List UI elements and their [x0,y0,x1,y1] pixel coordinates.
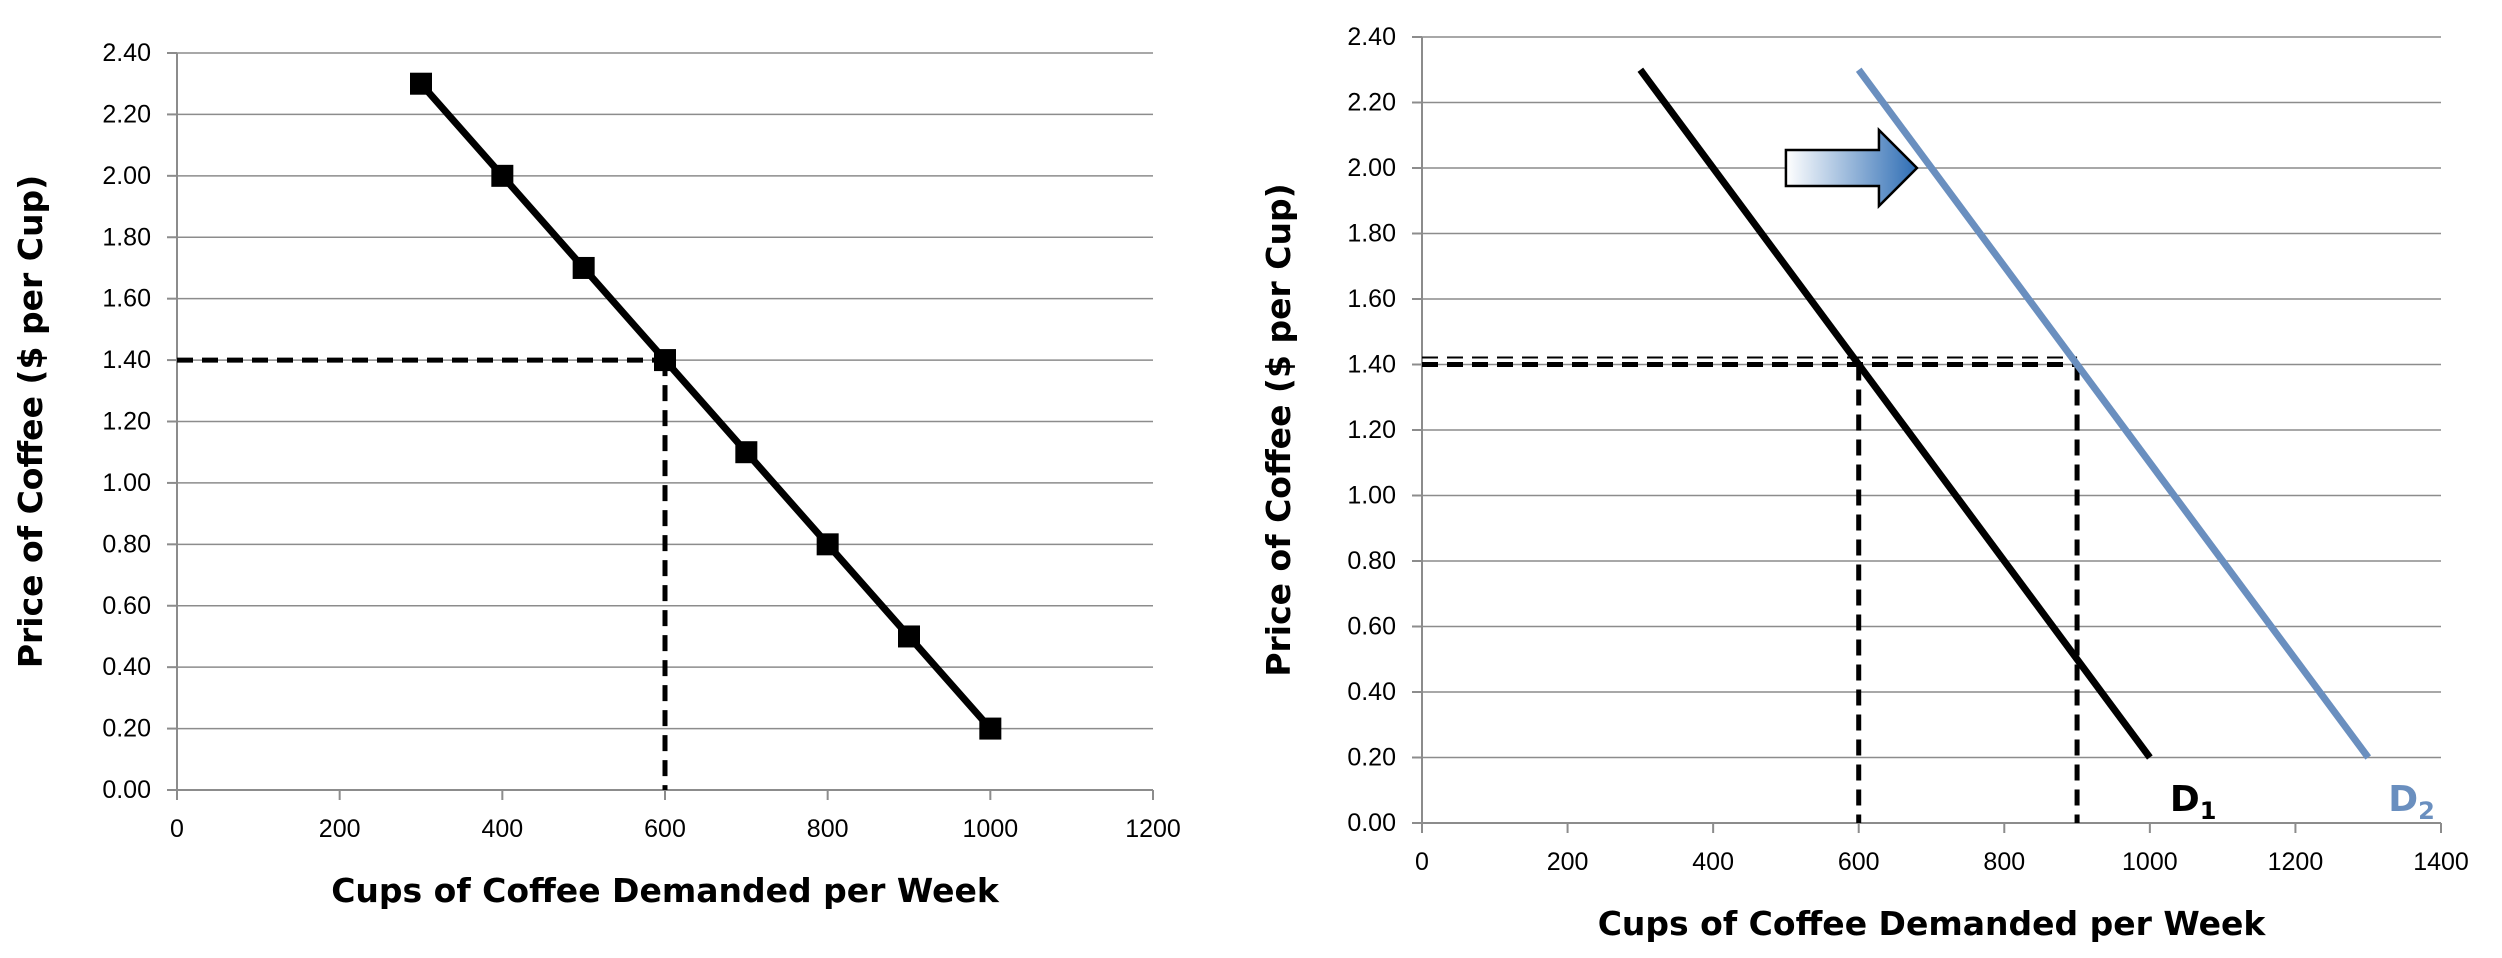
shift-arrow-icon [1784,126,1919,210]
series-label-subscript: 1 [2200,797,2217,825]
x-tick-label: 600 [644,815,686,843]
data-point-marker [735,441,758,464]
y-tick-label: 2.40 [1347,23,1396,51]
y-tick-label: 1.80 [102,223,151,251]
x-tick-label: 1200 [1125,815,1181,843]
series-label-1: D1 [2170,779,2217,825]
data-point-marker [979,717,1002,740]
demand-line-2 [1855,67,2372,760]
y-axis-title: Price of Coffee ($ per Cup) [11,175,50,668]
data-point-marker [816,533,839,556]
y-tick-label: 0.80 [1347,547,1396,575]
y-tick-label: 0.20 [1347,744,1396,772]
x-tick-label: 400 [481,815,523,843]
series-label-2: D2 [2388,779,2435,825]
y-tick-label: 0.60 [102,592,151,620]
demand-line-1 [1637,67,2153,760]
x-tick-label: 800 [807,815,849,843]
y-tick-label: 0.60 [1347,613,1396,641]
x-tick-label: 1400 [2413,848,2469,876]
data-point-marker [572,256,595,279]
x-axis-title: Cups of Coffee Demanded per Week [331,871,1000,910]
y-tick-label: 0.00 [1347,809,1396,837]
series-label-name: D [2170,779,2200,820]
x-tick-label: 800 [1983,848,2025,876]
y-tick-label: 1.20 [1347,416,1396,444]
x-tick-label: 1200 [2268,848,2324,876]
x-tick-label: 200 [1547,848,1589,876]
x-tick-label: 1000 [963,815,1019,843]
x-tick-label: 0 [1415,848,1429,876]
y-tick-label: 2.20 [1347,89,1396,117]
data-point-marker [898,625,920,648]
y-tick-label: 1.00 [1347,482,1396,510]
data-point-marker [491,164,514,187]
x-axis-title: Cups of Coffee Demanded per Week [1598,904,2267,943]
y-tick-label: 2.00 [102,162,151,190]
series-label-subscript: 2 [2418,797,2435,825]
y-tick-label: 0.00 [102,776,151,804]
data-point-marker [410,72,432,95]
demand-line-1 [418,81,993,731]
y-tick-label: 1.00 [102,469,151,497]
x-tick-label: 200 [319,815,361,843]
y-tick-label: 1.80 [1347,220,1396,248]
demand-chart-shift: 0.00 0.20 0.40 0.60 0.80 1.00 1.20 1.40 1.60 1.80… [1259,23,2469,943]
y-tick-label: 2.20 [102,100,151,128]
y-tick-label: 1.60 [102,285,151,313]
y-tick-label: 1.20 [102,408,151,436]
series-label-name: D [2388,779,2418,820]
y-tick-label: 2.00 [1347,154,1396,182]
y-axis-title: Price of Coffee ($ per Cup) [1259,183,1298,676]
y-tick-label: 0.20 [102,715,151,743]
x-tick-label: 400 [1692,848,1734,876]
data-point-marker [654,349,676,372]
y-tick-label: 1.40 [1347,351,1396,379]
y-tick-label: 0.40 [102,653,151,681]
y-tick-label: 1.60 [1347,285,1396,313]
y-tick-label: 0.80 [102,530,151,558]
y-tick-label: 0.40 [1347,678,1396,706]
x-tick-label: 1000 [2122,848,2178,876]
y-tick-label: 1.40 [102,346,151,374]
x-tick-label: 0 [170,815,184,843]
y-tick-label: 2.40 [102,39,151,67]
x-tick-label: 600 [1838,848,1880,876]
demand-chart-single: 0.00 0.20 0.40 0.60 0.80 1.00 1.20 1.40 1.60 1.80… [11,39,1181,910]
